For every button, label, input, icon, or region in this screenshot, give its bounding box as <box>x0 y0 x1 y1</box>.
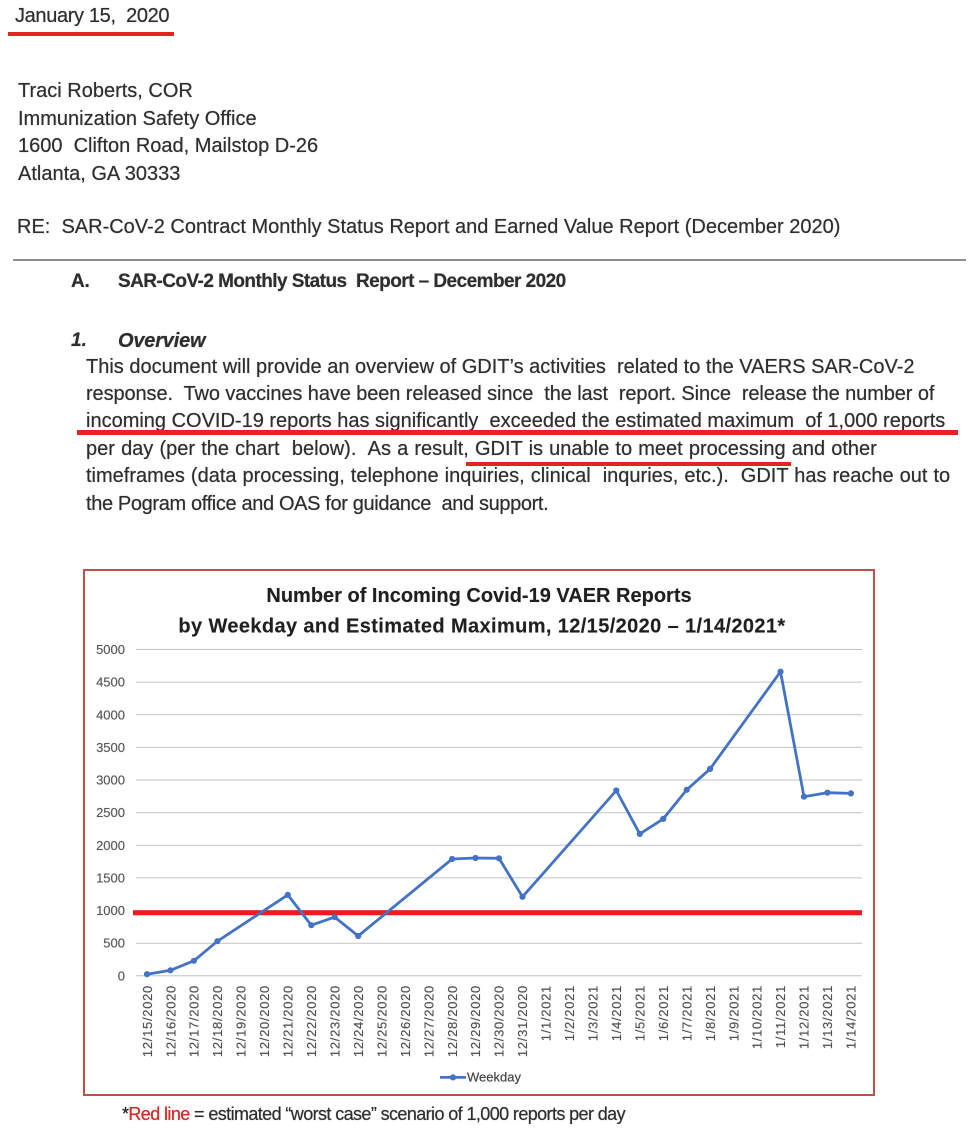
svg-text:12/24/2020: 12/24/2020 <box>351 985 366 1057</box>
svg-text:1/1/2021: 1/1/2021 <box>539 985 554 1041</box>
svg-text:12/16/2020: 12/16/2020 <box>163 985 178 1057</box>
svg-text:1/14/2021: 1/14/2021 <box>844 985 859 1049</box>
svg-text:1/9/2021: 1/9/2021 <box>726 985 741 1041</box>
svg-text:12/15/2020: 12/15/2020 <box>140 985 155 1057</box>
svg-text:1/2/2021: 1/2/2021 <box>562 985 577 1041</box>
svg-text:12/19/2020: 12/19/2020 <box>234 985 249 1057</box>
svg-text:3500: 3500 <box>96 740 125 755</box>
svg-text:12/23/2020: 12/23/2020 <box>328 985 343 1057</box>
svg-text:12/22/2020: 12/22/2020 <box>304 985 319 1057</box>
svg-text:1/6/2021: 1/6/2021 <box>656 985 671 1041</box>
svg-text:12/26/2020: 12/26/2020 <box>398 985 413 1057</box>
svg-text:1/13/2021: 1/13/2021 <box>820 985 835 1049</box>
svg-text:Number of Incoming Covid-19 VA: Number of Incoming Covid-19 VAER Reports <box>266 585 691 607</box>
svg-text:12/27/2020: 12/27/2020 <box>421 985 436 1057</box>
svg-text:1/7/2021: 1/7/2021 <box>679 985 694 1041</box>
svg-text:2500: 2500 <box>96 805 125 820</box>
svg-text:1/5/2021: 1/5/2021 <box>632 985 647 1041</box>
svg-text:1/3/2021: 1/3/2021 <box>586 985 601 1041</box>
svg-text:12/17/2020: 12/17/2020 <box>187 985 202 1057</box>
svg-text:1500: 1500 <box>96 870 125 885</box>
svg-text:1/4/2021: 1/4/2021 <box>609 985 624 1041</box>
svg-text:Weekday: Weekday <box>467 1069 521 1084</box>
svg-text:1/10/2021: 1/10/2021 <box>750 985 765 1049</box>
svg-text:12/25/2020: 12/25/2020 <box>374 985 389 1057</box>
svg-text:12/20/2020: 12/20/2020 <box>257 985 272 1057</box>
svg-text:by Weekday and Estimated Maxim: by Weekday and Estimated Maximum, 12/15/… <box>178 616 785 638</box>
svg-text:12/29/2020: 12/29/2020 <box>468 985 483 1057</box>
svg-text:1/12/2021: 1/12/2021 <box>797 985 812 1049</box>
svg-text:0: 0 <box>118 968 125 983</box>
svg-text:4500: 4500 <box>96 675 125 690</box>
svg-text:12/30/2020: 12/30/2020 <box>492 985 507 1057</box>
svg-text:3000: 3000 <box>96 773 125 788</box>
svg-text:1/11/2021: 1/11/2021 <box>773 985 788 1048</box>
svg-text:4000: 4000 <box>96 707 125 722</box>
svg-text:1/8/2021: 1/8/2021 <box>703 985 718 1041</box>
svg-text:12/18/2020: 12/18/2020 <box>210 985 225 1057</box>
svg-text:12/28/2020: 12/28/2020 <box>445 985 460 1057</box>
svg-text:12/21/2020: 12/21/2020 <box>281 985 296 1057</box>
svg-text:1000: 1000 <box>96 903 125 918</box>
svg-text:12/31/2020: 12/31/2020 <box>515 985 530 1057</box>
svg-text:2000: 2000 <box>96 838 125 853</box>
svg-text:500: 500 <box>103 936 125 951</box>
svg-text:5000: 5000 <box>96 642 125 657</box>
